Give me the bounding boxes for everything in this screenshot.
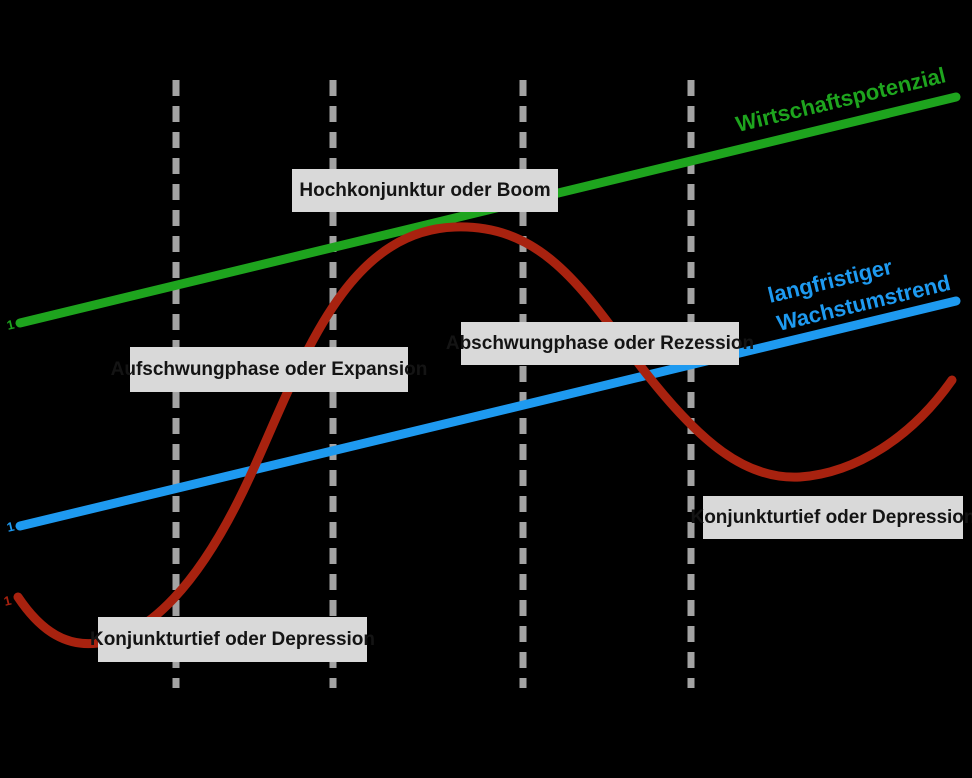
trend-line-start-marker: 1	[5, 519, 16, 535]
phase-label-depression-left: Konjunkturtief oder Depression	[90, 617, 375, 662]
phase-label-expansion: Aufschwungphase oder Expansion	[111, 347, 427, 392]
phase-label-recession: Abschwungphase oder Rezession	[446, 322, 754, 365]
phase-label-depression-right: Konjunkturtief oder Depression	[690, 496, 972, 539]
potential-line-start-marker: 1	[5, 317, 16, 333]
cycle-curve-start-marker: 1	[2, 593, 13, 609]
phase-label-boom: Hochkonjunktur oder Boom	[292, 169, 558, 212]
growth-trend-line	[15, 296, 961, 531]
